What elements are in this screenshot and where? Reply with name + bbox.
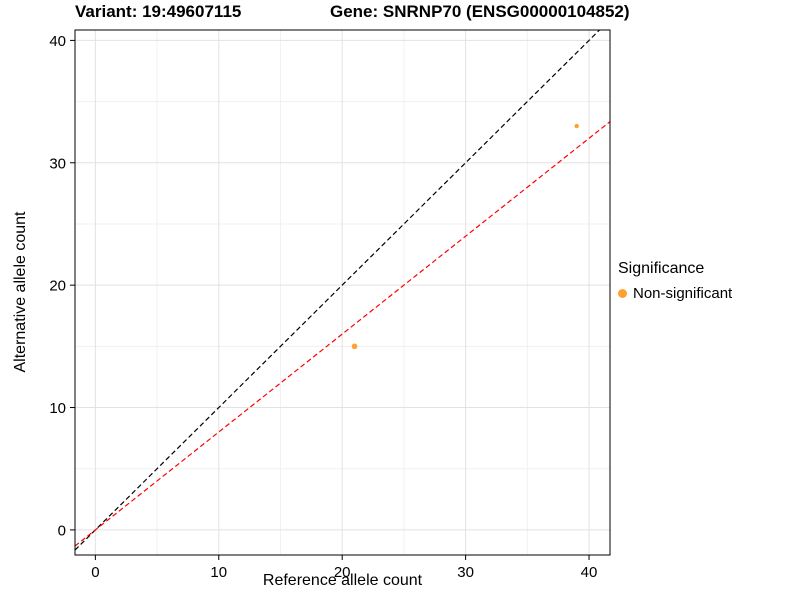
y-tick-label: 20 bbox=[49, 278, 66, 295]
y-tick-label: 40 bbox=[49, 33, 66, 50]
legend-title: Significance bbox=[618, 260, 705, 277]
x-tick-label: 40 bbox=[581, 564, 598, 581]
x-tick-label: 20 bbox=[334, 564, 351, 581]
legend-item-label: Non-significant bbox=[633, 285, 733, 302]
x-tick-label: 0 bbox=[91, 564, 99, 581]
y-tick-label: 30 bbox=[49, 155, 66, 172]
legend-item: Non-significant bbox=[618, 285, 732, 302]
legend: Significance Non-significant bbox=[618, 260, 732, 302]
identity-line bbox=[75, 30, 601, 551]
data-point bbox=[351, 343, 358, 350]
y-tick-label: 0 bbox=[58, 522, 66, 539]
legend-point-icon bbox=[618, 289, 627, 298]
y-axis-label: Alternative allele count bbox=[12, 211, 29, 373]
fit-line bbox=[75, 121, 610, 547]
x-axis-label: Reference allele count bbox=[262, 572, 423, 589]
abline-group bbox=[75, 30, 610, 551]
data-point bbox=[574, 123, 579, 129]
gene-title: Gene: SNRNP70 (ENSG00000104852) bbox=[330, 2, 630, 21]
x-tick-label: 10 bbox=[210, 564, 227, 581]
x-tick-label: 30 bbox=[457, 564, 474, 581]
y-tick-label: 10 bbox=[49, 400, 66, 417]
variant-title: Variant: 19:49607115 bbox=[75, 2, 242, 21]
